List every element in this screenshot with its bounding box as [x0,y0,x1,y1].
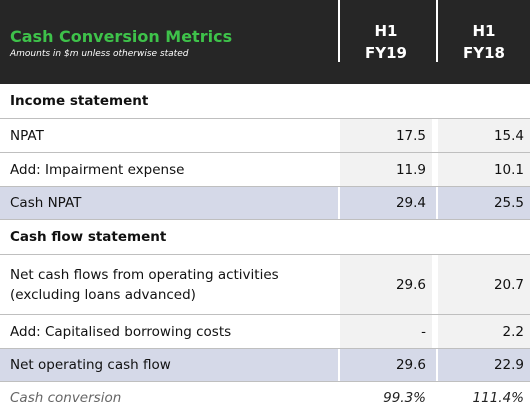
column-header-line: FY18 [463,44,505,62]
value: 15.4 [493,127,524,144]
value-cell: - [338,315,432,348]
row-label: NPAT [10,119,44,152]
row-label-line: Net operating cash flow [10,357,171,373]
value-cell: 15.4 [436,119,530,152]
row-label-line: Cash conversion [10,390,122,406]
title: Cash Conversion Metrics [10,27,233,46]
value: 20.7 [493,276,524,293]
value: 29.6 [395,276,426,293]
column-header-line: H1 [472,22,496,40]
value: 111.4% [472,390,524,406]
row-label: Add: Capitalised borrowing costs [10,315,231,348]
table-row: Cash flow statement [0,220,530,255]
row-label-line: (excluding loans advanced) [10,286,196,303]
row-label-line: Add: Impairment expense [10,161,185,178]
value: 17.5 [395,127,426,144]
table-row: Add: Capitalised borrowing costs - 2.2 [0,315,530,349]
value-cell: 22.9 [436,349,530,381]
value: 29.6 [395,357,426,373]
row-label-line: Income statement [10,93,149,109]
value-cell: 11.9 [338,153,432,186]
column-header: H1 FY19 [338,0,432,62]
value-cell: 111.4% [436,382,530,414]
table-row: Income statement [0,84,530,119]
row-label-line: Net cash flows from operating activities [10,266,279,283]
column-header: H1 FY18 [436,0,530,62]
table-row: Cash NPAT 29.4 25.5 [0,187,530,220]
table-row: Net cash flows from operating activities… [0,255,530,315]
row-label-line: Add: Capitalised borrowing costs [10,323,232,340]
row-label: Net operating cash flow [10,349,171,381]
value: 2.2 [502,323,524,340]
row-label-line: NPAT [10,127,44,144]
table-row: NPAT 17.5 15.4 [0,119,530,153]
value: 99.3% [383,390,426,406]
row-label: Income statement [10,84,148,118]
value-cell: 29.4 [338,187,432,219]
header: Cash Conversion Metrics Amounts in $m un… [0,0,530,84]
value: 11.9 [395,161,426,178]
value-cell: 2.2 [436,315,530,348]
row-label: Cash flow statement [10,220,166,254]
row-label: Add: Impairment expense [10,153,184,186]
row-label: Cash conversion [10,382,121,414]
row-label-line: Cash flow statement [10,229,167,245]
table-row: Net operating cash flow 29.6 22.9 [0,349,530,382]
value-cell: 17.5 [338,119,432,152]
value-cell: 25.5 [436,187,530,219]
row-label: Net cash flows from operating activities… [10,255,279,314]
column-header-line: FY19 [365,44,407,62]
row-label-line: Cash NPAT [10,195,82,211]
table-row: Add: Impairment expense 11.9 10.1 [0,153,530,187]
column-header-line: H1 [374,22,398,40]
value-cell: 29.6 [338,349,432,381]
table-row: Cash conversion 99.3% 111.4% [0,382,530,414]
value: - [421,323,426,340]
value-cell: 29.6 [338,255,432,314]
value-cell: 20.7 [436,255,530,314]
row-label: Cash NPAT [10,187,81,219]
value: 22.9 [493,357,524,373]
value: 29.4 [395,195,426,211]
value: 25.5 [493,195,524,211]
subtitle: Amounts in $m unless otherwise stated [10,49,189,59]
value: 10.1 [493,161,524,178]
value-cell: 99.3% [338,382,432,414]
value-cell: 10.1 [436,153,530,186]
